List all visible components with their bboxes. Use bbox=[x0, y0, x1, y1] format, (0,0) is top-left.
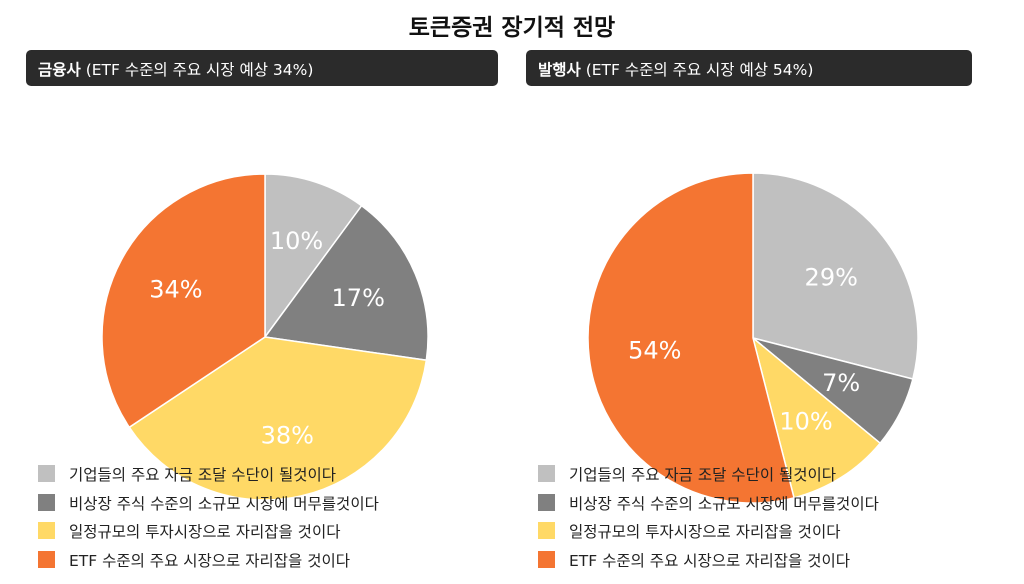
legend-swatch bbox=[538, 465, 555, 482]
slice-etf-market bbox=[101, 173, 266, 429]
panel-financial: 금융사 (ETF 수준의 주요 시장 예상 34%) 10% 17% 38% 34% … bbox=[26, 50, 498, 584]
panel-header: 금융사 (ETF 수준의 주요 시장 예상 34%) bbox=[26, 50, 498, 86]
slice-value-label: 54% bbox=[628, 336, 681, 364]
legend-swatch bbox=[38, 522, 55, 539]
legend-swatch bbox=[538, 522, 555, 539]
chart-title: 토큰증권 장기적 전망 bbox=[408, 15, 616, 41]
legend-label: 기업들의 주요 자금 조달 수단이 될것이다 bbox=[569, 466, 837, 484]
legend-swatch bbox=[538, 550, 555, 568]
panel-header-note: (ETF 수준의 주요 시장 예상 54%) bbox=[585, 61, 814, 79]
legend-label: 비상장 주식 수준의 소규모 시장에 머무를것이다 bbox=[569, 494, 879, 513]
pie-chart-issuer: 29% 7% 10% 54% bbox=[587, 172, 919, 504]
legend-label: 일정규모의 투자시장으로 자리잡을 것이다 bbox=[569, 523, 841, 541]
slice-value-label: 34% bbox=[149, 275, 202, 303]
legend-swatch bbox=[538, 493, 555, 511]
legend-swatch bbox=[38, 550, 55, 568]
slice-value-label: 7% bbox=[822, 369, 860, 397]
legend-label: ETF 수준의 주요 시장으로 자리잡을 것이다 bbox=[569, 551, 850, 570]
panel-header-note: (ETF 수준의 주요 시장 예상 34%) bbox=[85, 61, 314, 79]
slice-funding bbox=[752, 172, 919, 380]
legend-swatch bbox=[38, 465, 55, 482]
slice-mid-market bbox=[751, 335, 882, 499]
slice-mid-market bbox=[128, 336, 428, 501]
slice-value-label: 17% bbox=[332, 284, 385, 312]
panel-header: 발행사 (ETF 수준의 주요 시장 예상 54%) bbox=[526, 50, 972, 86]
slice-funding bbox=[264, 173, 363, 340]
pie-chart-financial: 10% 17% 38% 34% bbox=[101, 173, 429, 501]
legend-label: 기업들의 주요 자금 조달 수단이 될것이다 bbox=[69, 466, 337, 484]
slice-etf-market bbox=[587, 172, 795, 504]
slice-small-market bbox=[263, 204, 429, 362]
legend-label: ETF 수준의 주요 시장으로 자리잡을 것이다 bbox=[69, 551, 350, 570]
panel-header-group: 발행사 bbox=[538, 61, 581, 79]
legend-label: 비상장 주식 수준의 소규모 시장에 머무를것이다 bbox=[69, 494, 379, 513]
slice-value-label: 29% bbox=[805, 263, 858, 291]
legend-swatch bbox=[38, 493, 55, 511]
slice-value-label: 10% bbox=[779, 408, 832, 436]
panel-header-group: 금융사 bbox=[38, 61, 81, 79]
slice-value-label: 38% bbox=[261, 422, 314, 450]
legend-label: 일정규모의 투자시장으로 자리잡을 것이다 bbox=[69, 523, 341, 541]
panel-issuer: 발행사 (ETF 수준의 주요 시장 예상 54%) 29% 7% 10% 54% 기… bbox=[526, 50, 998, 584]
slice-value-label: 10% bbox=[270, 227, 323, 255]
